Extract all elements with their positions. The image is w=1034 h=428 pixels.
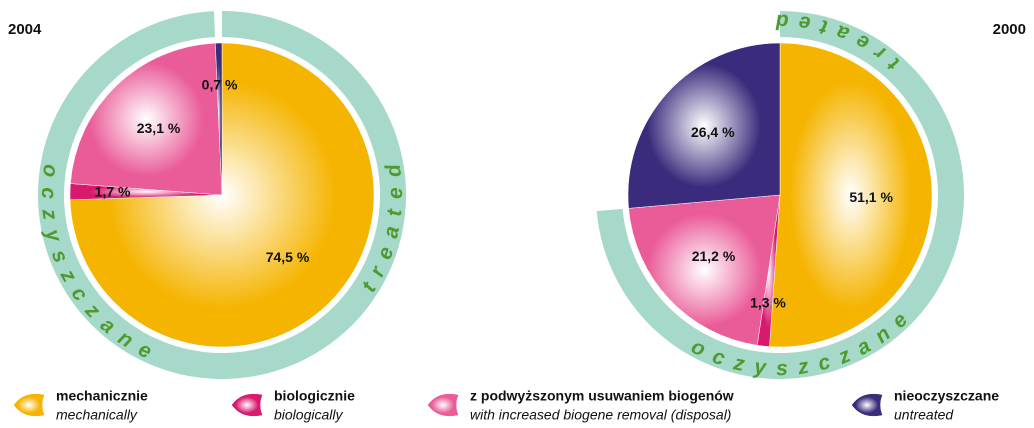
pie-slice — [769, 42, 933, 348]
pie-slice — [69, 42, 375, 348]
legend-sublabel: biologically — [274, 407, 343, 423]
data-label: 23,1 % — [137, 120, 181, 136]
pie-slice — [628, 194, 781, 346]
pie-slice — [70, 42, 223, 196]
legend-marker — [231, 393, 263, 417]
data-label: 1,3 % — [750, 294, 786, 310]
data-label: 0,7 % — [202, 76, 238, 92]
legend-sublabel: untreated — [894, 407, 954, 423]
data-label: 51,1 % — [849, 189, 893, 205]
legend-label: z podwyższonym usuwaniem biogenów — [470, 388, 734, 404]
chart-title: 2000 — [993, 21, 1026, 38]
legend-marker — [851, 393, 883, 417]
legend-marker — [13, 393, 45, 417]
legend-marker — [427, 393, 459, 417]
legend-label: mechanicznie — [56, 388, 148, 404]
data-label: 21,2 % — [692, 248, 736, 264]
pie-slice — [215, 42, 223, 196]
legend-label: biologicznie — [274, 388, 355, 404]
data-label: 1,7 % — [95, 183, 131, 199]
legend-label: nieoczyszczane — [894, 388, 999, 404]
legend-sublabel: with increased biogene removal (disposal… — [470, 407, 731, 423]
pie-slice — [627, 42, 781, 209]
data-label: 26,4 % — [691, 124, 735, 140]
chart-title: 2004 — [8, 21, 42, 38]
data-label: 74,5 % — [266, 249, 310, 265]
legend-sublabel: mechanically — [56, 407, 138, 423]
